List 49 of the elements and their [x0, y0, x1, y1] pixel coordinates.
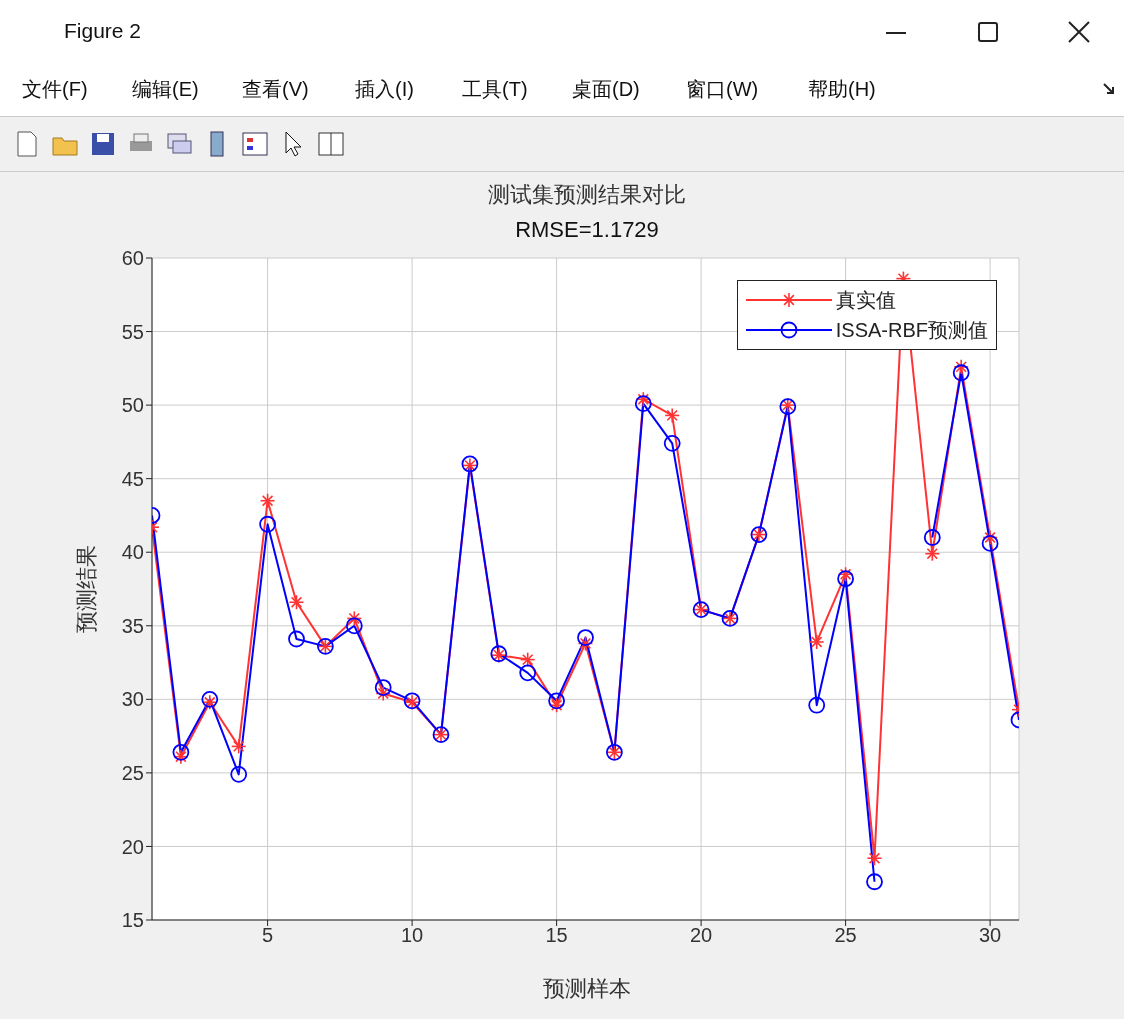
point [259, 515, 276, 533]
x-tick-label: 5 [262, 924, 274, 947]
text: 查看(V) [242, 76, 309, 102]
text: 插入(I) [355, 76, 414, 102]
point [634, 395, 652, 413]
point [952, 364, 970, 382]
point [663, 434, 681, 452]
point [230, 765, 248, 783]
y-tick-label: 15 [121, 909, 144, 932]
text: 文件(F) [22, 76, 88, 102]
point [866, 873, 883, 891]
chart-title: 测试集预测结果对比 [487, 181, 687, 209]
y-tick-label: 60 [121, 247, 144, 270]
point [172, 743, 190, 761]
x-tick-label: 10 [400, 924, 424, 947]
text: 窗口(W) [686, 76, 759, 102]
y-tick-label: 50 [121, 394, 144, 417]
text: 编辑(E) [132, 76, 199, 102]
legend-label: ISSA-RBF预测值 [835, 317, 988, 343]
y-tick-label: 20 [121, 835, 144, 858]
chart-subtitle: RMSE=1.1729 [514, 217, 660, 243]
y-tick-label: 55 [121, 320, 144, 343]
point [201, 690, 219, 708]
x-tick-label: 15 [545, 924, 568, 947]
text: 帮助(H) [808, 76, 876, 102]
point [837, 570, 854, 588]
x-axis-title: 预测样本 [542, 975, 632, 1003]
y-tick-label: 40 [121, 541, 144, 564]
point [981, 535, 999, 552]
y-axis-title: 预测结果 [73, 545, 100, 633]
x-tick-label: 30 [978, 924, 1002, 947]
point [288, 630, 305, 648]
y-tick-label: 30 [121, 688, 144, 711]
point [345, 617, 363, 635]
point [808, 696, 826, 714]
y-tick-label: 45 [121, 467, 144, 490]
point [374, 679, 392, 696]
text: 工具(T) [462, 76, 528, 102]
y-tick-label: 35 [121, 614, 144, 637]
y-tick-label: 25 [121, 761, 144, 784]
point [577, 629, 594, 646]
point [519, 664, 537, 682]
x-tick-label: 20 [689, 924, 713, 947]
point [548, 692, 565, 710]
x-tick-label: 25 [834, 924, 857, 947]
text: 桌面(D) [572, 76, 640, 102]
caption: Figure 2 [64, 19, 142, 43]
legend-label: 真实值 [835, 287, 896, 313]
point [923, 529, 941, 546]
